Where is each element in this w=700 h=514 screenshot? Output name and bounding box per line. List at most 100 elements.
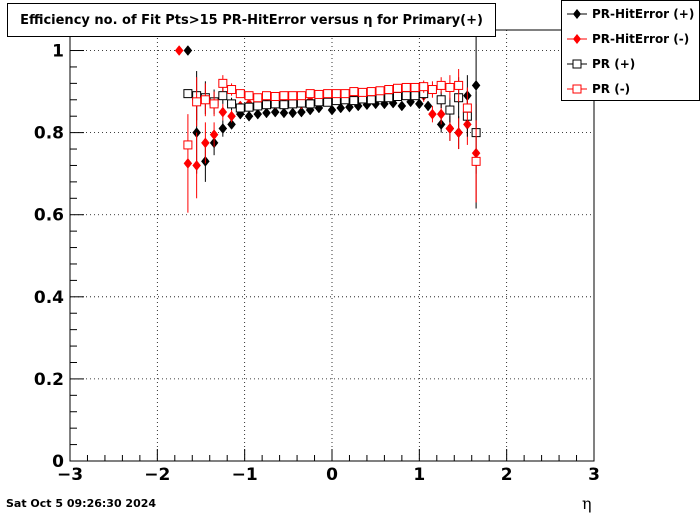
data-point-square <box>314 89 324 99</box>
data-point-square <box>471 156 481 166</box>
data-point-square <box>401 82 411 92</box>
data-point-diamond <box>201 137 210 149</box>
data-point-square <box>323 89 333 99</box>
y-tick-label: 1 <box>52 42 64 62</box>
data-point-square <box>235 89 245 99</box>
data-point-square <box>227 85 237 95</box>
data-point-diamond <box>397 100 407 112</box>
legend-square-icon <box>562 52 592 76</box>
data-point-square <box>366 87 376 97</box>
data-point-square <box>244 91 254 101</box>
legend-diamond-icon <box>562 2 592 26</box>
data-point-square <box>200 95 210 105</box>
legend-square-icon <box>562 77 592 100</box>
data-point-square <box>270 99 280 109</box>
data-point-square <box>349 87 359 97</box>
data-point-diamond <box>327 104 337 116</box>
x-tick-label: −2 <box>144 465 170 485</box>
data-point-diamond <box>183 158 193 169</box>
data-point-square <box>235 103 245 113</box>
data-point-square <box>270 91 280 101</box>
data-point-diamond <box>253 108 263 120</box>
legend-entry: PR (-) <box>562 77 631 100</box>
data-point-diamond <box>227 119 236 130</box>
x-axis-label: η <box>582 494 592 513</box>
data-point-diamond <box>423 100 433 112</box>
data-point-diamond <box>192 160 201 171</box>
legend-label: PR (+) <box>592 57 636 71</box>
x-tick-label: 2 <box>501 465 513 485</box>
data-point-square <box>279 91 289 101</box>
y-tick-label: 0 <box>52 452 64 472</box>
data-point-diamond <box>436 119 446 130</box>
data-point-square <box>375 86 385 96</box>
data-point-square <box>445 82 455 92</box>
legend: PR-HitError (+) PR-HitError (-) PR (+) PR (… <box>561 0 700 101</box>
data-point-square <box>454 80 464 90</box>
data-point-diamond <box>209 129 219 141</box>
data-point-diamond <box>297 106 306 118</box>
legend-label: PR-HitError (-) <box>592 32 690 46</box>
chart-title-box: Efficiency no. of Fit Pts>15 PR-HitError… <box>7 3 496 37</box>
data-point-diamond <box>218 123 228 134</box>
data-point-square <box>288 99 298 109</box>
data-point-diamond <box>183 45 193 56</box>
data-point-square <box>209 99 219 109</box>
data-point-square <box>340 89 350 99</box>
y-tick-label: 0.8 <box>34 124 64 144</box>
legend-label: PR (-) <box>592 82 631 96</box>
data-point-square <box>410 82 420 92</box>
y-tick-label: 0.4 <box>34 288 64 308</box>
data-point-square <box>262 91 271 101</box>
timestamp: Sat Oct 5 09:26:30 2024 <box>6 497 157 510</box>
data-point-square <box>305 99 315 109</box>
data-point-square <box>253 93 263 103</box>
data-point-square <box>279 100 289 110</box>
data-point-diamond <box>218 106 228 118</box>
legend-entry: PR (+) <box>562 52 635 76</box>
legend-entry: PR-HitError (-) <box>562 27 689 51</box>
data-point-diamond <box>270 106 280 118</box>
legend-entry: PR-HitError (+) <box>562 2 694 26</box>
x-tick-label: 0 <box>326 465 338 485</box>
series-0 <box>183 30 481 209</box>
data-point-square <box>253 101 263 111</box>
data-point-diamond <box>174 45 184 56</box>
data-point-square <box>401 91 411 101</box>
data-point-square <box>183 89 193 99</box>
data-point-diamond <box>227 110 236 122</box>
data-point-square <box>323 97 333 107</box>
data-point-diamond <box>428 108 437 120</box>
data-point-square <box>192 97 202 107</box>
data-point-diamond <box>415 98 424 110</box>
data-point-diamond <box>279 107 289 119</box>
data-point-square <box>410 91 420 101</box>
grid-lines <box>70 30 594 461</box>
data-point-square <box>366 95 376 105</box>
data-point-square <box>218 91 228 101</box>
data-point-square <box>262 100 271 110</box>
data-point-diamond <box>471 80 481 91</box>
data-point-diamond <box>445 123 455 134</box>
data-point-diamond <box>454 127 463 139</box>
data-point-square <box>349 96 359 106</box>
legend-diamond-icon <box>562 27 592 51</box>
data-point-diamond <box>436 108 446 120</box>
data-point-square <box>218 78 228 88</box>
x-tick-label: 1 <box>413 465 425 485</box>
data-point-square <box>436 95 446 105</box>
tick-labels: −3 −2 −1 0 1 2 3 0 0.2 0.4 0.6 0.8 1 <box>34 42 600 485</box>
data-point-square <box>393 91 402 101</box>
data-point-square <box>331 89 341 99</box>
data-point-diamond <box>288 107 298 119</box>
data-point-square <box>183 140 193 150</box>
data-point-square <box>296 98 306 108</box>
data-point-square <box>244 102 254 112</box>
x-tick-label: −1 <box>232 465 258 485</box>
data-point-square <box>462 103 472 113</box>
legend-label: PR-HitError (+) <box>592 7 695 21</box>
data-point-diamond <box>262 107 271 119</box>
data-point-square <box>393 83 402 93</box>
data-point-diamond <box>336 102 346 114</box>
